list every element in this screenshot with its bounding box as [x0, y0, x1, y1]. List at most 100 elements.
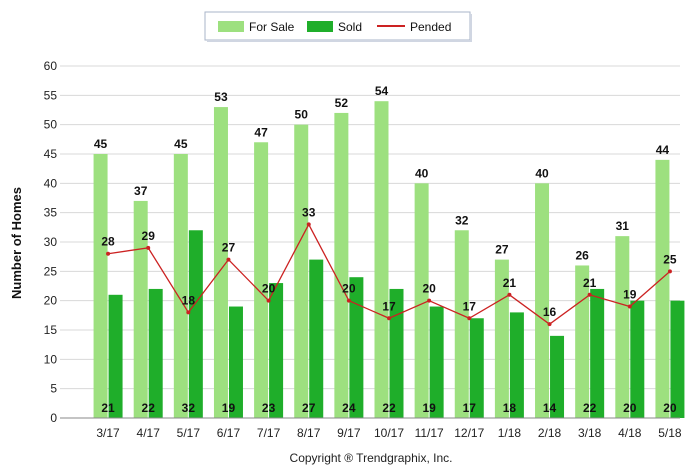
x-tick-label: 1/18: [498, 426, 522, 440]
x-tick-label: 9/17: [337, 426, 361, 440]
pended-point: [547, 322, 552, 327]
x-tick-label: 4/17: [137, 426, 161, 440]
x-tick-label: 5/17: [177, 426, 201, 440]
pended-line-layer: [106, 222, 672, 327]
bar-sold: [269, 283, 284, 418]
pended-point: [346, 298, 351, 303]
y-tick-label: 0: [50, 411, 57, 425]
bar-sold: [429, 306, 444, 418]
data-label-pended: 18: [182, 293, 196, 307]
pended-point: [106, 251, 111, 256]
bar-sold: [670, 300, 685, 418]
data-label-sold: 18: [503, 401, 517, 415]
data-label-sold: 21: [101, 401, 115, 415]
pended-point: [467, 316, 472, 321]
y-tick-label: 35: [44, 206, 58, 220]
data-label-pended: 28: [101, 235, 115, 249]
x-tick-label: 12/17: [454, 426, 484, 440]
legend-swatch-for-sale: [218, 21, 244, 32]
data-label-sold: 23: [262, 401, 276, 415]
data-label-sold: 20: [623, 401, 637, 415]
bar-sold: [550, 335, 565, 418]
data-label-pended: 27: [222, 241, 236, 255]
data-label-pended: 16: [543, 305, 557, 319]
y-tick-label: 25: [44, 264, 58, 278]
data-label-for-sale: 45: [94, 137, 108, 151]
bar-for-sale: [494, 259, 509, 418]
data-label-pended: 29: [142, 229, 156, 243]
data-label-sold: 17: [463, 401, 477, 415]
bar-sold: [389, 288, 404, 418]
pended-point: [226, 257, 231, 262]
bar-for-sale: [254, 142, 269, 418]
legend-label-sold: Sold: [338, 20, 362, 34]
y-tick-label: 40: [44, 176, 58, 190]
pended-point: [627, 304, 632, 309]
y-tick-label: 55: [44, 88, 58, 102]
data-labels: 45 21 28 37 22 29 45 32 18 53 19 27 47 23 20 50 27 33 52 24…: [94, 84, 677, 415]
bar-for-sale: [655, 159, 670, 418]
y-tick-label: 60: [44, 59, 58, 73]
data-label-sold: 19: [422, 401, 436, 415]
y-tick-label: 45: [44, 147, 58, 161]
y-tick-label: 15: [44, 323, 58, 337]
bar-sold: [188, 230, 203, 418]
data-label-sold: 22: [142, 401, 156, 415]
bar-for-sale: [615, 236, 630, 418]
y-tick-label: 20: [44, 294, 58, 308]
bar-sold: [108, 294, 123, 418]
data-label-for-sale: 26: [575, 248, 589, 262]
data-label-sold: 32: [182, 401, 196, 415]
pended-point: [507, 292, 512, 297]
data-label-pended: 20: [262, 282, 276, 296]
bar-sold: [309, 259, 324, 418]
data-label-pended: 20: [342, 282, 356, 296]
bar-sold: [509, 312, 524, 418]
y-tick-label: 10: [44, 352, 58, 366]
data-label-pended: 17: [382, 299, 396, 313]
pended-point: [146, 245, 151, 250]
legend-label-for-sale: For Sale: [249, 20, 295, 34]
data-label-pended: 17: [463, 299, 477, 313]
data-label-pended: 21: [583, 276, 597, 290]
x-tick-label: 7/17: [257, 426, 281, 440]
y-tick-label: 50: [44, 118, 58, 132]
copyright-footer: Copyright ® Trendgraphix, Inc.: [290, 451, 453, 465]
bar-for-sale: [213, 107, 228, 419]
data-label-for-sale: 45: [174, 137, 188, 151]
data-label-for-sale: 27: [495, 243, 509, 257]
x-tick-label: 3/17: [96, 426, 120, 440]
x-tick-label: 8/17: [297, 426, 321, 440]
bar-for-sale: [173, 154, 188, 418]
data-label-pended: 20: [422, 282, 436, 296]
x-tick-label: 11/17: [415, 426, 444, 440]
pended-point: [667, 269, 672, 274]
data-label-sold: 22: [583, 401, 597, 415]
data-label-pended: 21: [503, 276, 517, 290]
data-label-sold: 20: [663, 401, 677, 415]
x-tick-label: 4/18: [618, 426, 642, 440]
bar-sold: [228, 306, 243, 418]
data-label-for-sale: 32: [455, 213, 469, 227]
pended-point: [587, 292, 592, 297]
bar-for-sale: [374, 101, 389, 418]
bar-sold: [349, 277, 364, 418]
data-label-sold: 19: [222, 401, 236, 415]
x-axis-ticks: 3/17 4/17 5/17 6/17 7/17 8/17 9/17 10/17 11/17 12…: [96, 426, 682, 440]
pended-point: [266, 298, 271, 303]
grid-lines: [60, 65, 680, 390]
data-label-for-sale: 40: [535, 166, 549, 180]
bar-sold: [630, 300, 645, 418]
pended-point: [186, 310, 191, 315]
data-label-sold: 24: [342, 401, 356, 415]
bars: [93, 101, 685, 419]
x-tick-label: 3/18: [578, 426, 602, 440]
data-label-sold: 22: [382, 401, 396, 415]
x-tick-label: 5/18: [658, 426, 682, 440]
y-axis-label: Number of Homes: [9, 187, 24, 299]
bar-for-sale: [535, 183, 550, 418]
data-label-for-sale: 31: [616, 219, 630, 233]
legend-swatch-sold: [307, 21, 333, 32]
x-tick-label: 2/18: [538, 426, 562, 440]
data-label-for-sale: 54: [375, 84, 389, 98]
